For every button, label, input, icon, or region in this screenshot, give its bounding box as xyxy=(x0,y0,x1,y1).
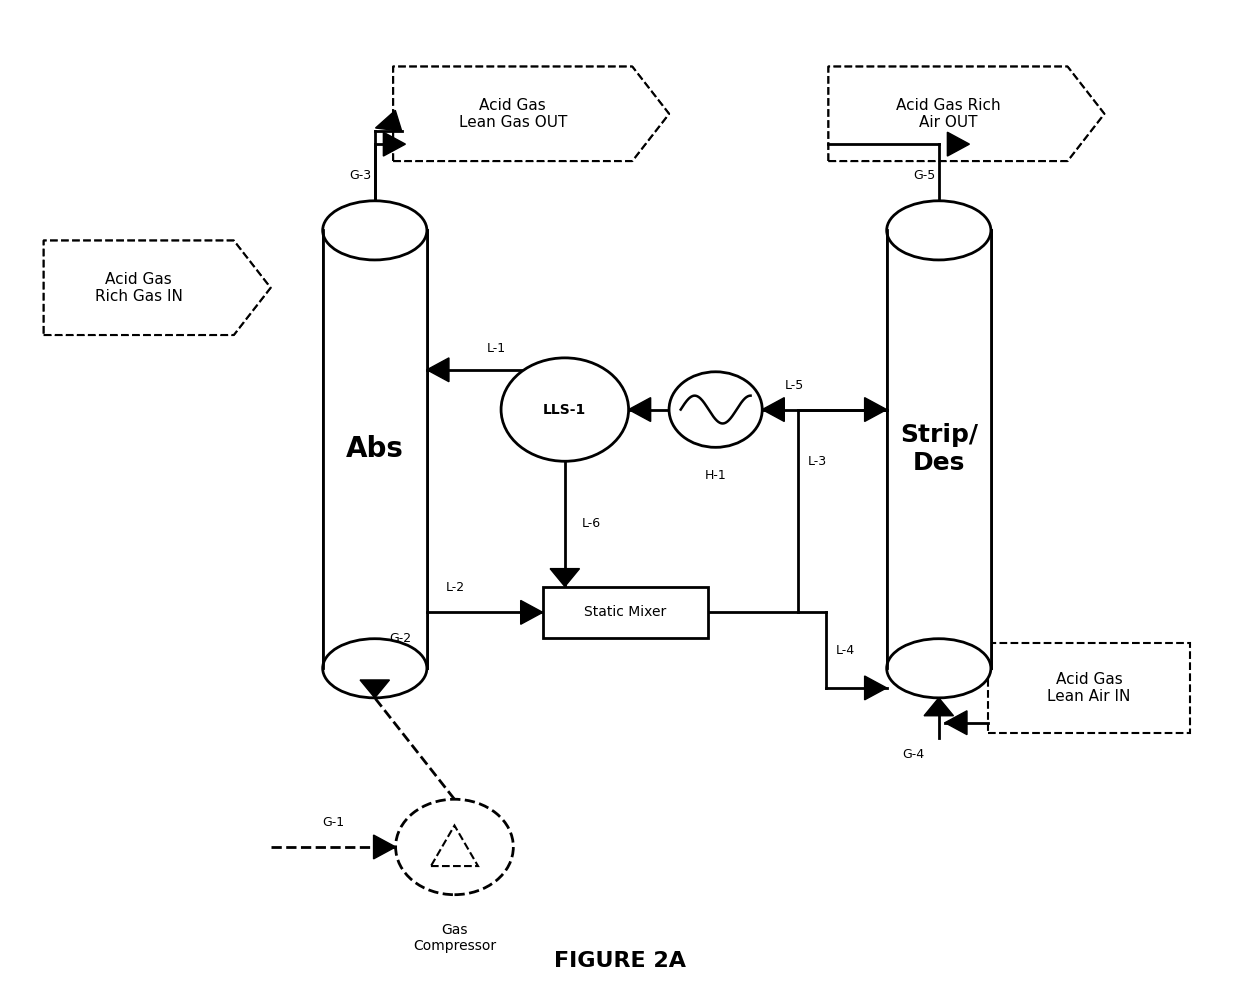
Polygon shape xyxy=(924,698,954,716)
Ellipse shape xyxy=(887,639,991,698)
Text: G-5: G-5 xyxy=(913,169,935,182)
Polygon shape xyxy=(383,132,405,156)
Text: Strip/
Des: Strip/ Des xyxy=(900,423,978,475)
Polygon shape xyxy=(629,397,651,421)
Circle shape xyxy=(396,799,513,895)
Polygon shape xyxy=(43,241,270,335)
Text: Acid Gas
Lean Gas OUT: Acid Gas Lean Gas OUT xyxy=(459,98,567,130)
Polygon shape xyxy=(947,132,970,156)
Text: G-4: G-4 xyxy=(901,748,924,761)
Text: Acid Gas
Rich Gas IN: Acid Gas Rich Gas IN xyxy=(94,271,182,304)
Polygon shape xyxy=(360,680,389,698)
Text: L-4: L-4 xyxy=(836,644,854,656)
Polygon shape xyxy=(763,397,784,421)
Text: Acid Gas
Lean Air IN: Acid Gas Lean Air IN xyxy=(1048,671,1131,705)
Bar xyxy=(988,643,1190,733)
Text: L-3: L-3 xyxy=(807,456,827,469)
Text: L-2: L-2 xyxy=(445,582,465,595)
Bar xyxy=(887,231,991,668)
Polygon shape xyxy=(864,676,887,700)
Text: Gas
Compressor: Gas Compressor xyxy=(413,922,496,953)
Text: L-5: L-5 xyxy=(785,379,804,392)
Circle shape xyxy=(670,372,763,448)
Ellipse shape xyxy=(322,639,427,698)
Text: Abs: Abs xyxy=(346,435,404,464)
Polygon shape xyxy=(551,569,579,587)
Polygon shape xyxy=(521,601,543,624)
Text: LLS-1: LLS-1 xyxy=(543,402,587,416)
Polygon shape xyxy=(393,67,670,161)
Ellipse shape xyxy=(887,201,991,260)
Text: H-1: H-1 xyxy=(704,469,727,482)
Ellipse shape xyxy=(322,201,427,260)
Text: Acid Gas Rich
Air OUT: Acid Gas Rich Air OUT xyxy=(895,98,1001,130)
Text: G-2: G-2 xyxy=(389,632,412,645)
Bar xyxy=(322,231,427,668)
Polygon shape xyxy=(373,835,396,859)
Polygon shape xyxy=(427,358,449,382)
Polygon shape xyxy=(828,67,1105,161)
Text: L-1: L-1 xyxy=(486,342,506,355)
Text: Static Mixer: Static Mixer xyxy=(584,606,667,619)
Text: FIGURE 2A: FIGURE 2A xyxy=(554,952,686,972)
Polygon shape xyxy=(376,110,402,131)
Text: G-3: G-3 xyxy=(348,169,371,182)
Polygon shape xyxy=(864,397,887,421)
Text: L-6: L-6 xyxy=(582,517,601,530)
Text: G-1: G-1 xyxy=(322,816,345,829)
Circle shape xyxy=(501,358,629,462)
Polygon shape xyxy=(945,711,967,735)
Bar xyxy=(543,587,708,638)
